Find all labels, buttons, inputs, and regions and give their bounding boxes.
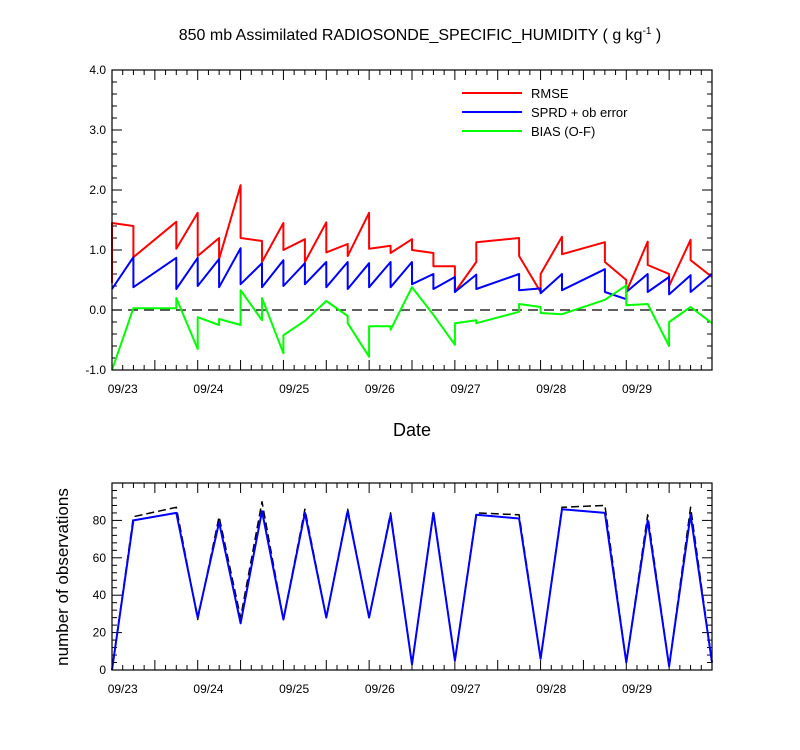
x-tick-label: 09/29 [622,382,652,396]
top-x-tick-labels: 09/23 09/24 09/25 09/26 09/27 09/28 09/29 [108,382,653,396]
series-line-sprd-ob-error [111,247,713,301]
y-tick-label: 20 [93,626,107,640]
top-axis-ticks [111,69,713,371]
x-tick-label: 09/25 [279,682,309,696]
series-line-bias-o-f [111,284,713,371]
legend: RMSE SPRD + ob error BIAS (O-F) [462,86,628,139]
bottom-x-tick-labels: 09/23 09/24 09/25 09/26 09/27 09/28 09/29 [108,682,653,696]
x-tick-label: 09/29 [622,682,652,696]
x-tick-label: 09/27 [451,382,481,396]
series-line-assimilated [111,508,713,671]
y-tick-label: 80 [93,513,107,527]
bottom-series-group [111,500,713,671]
series-line-possible [111,500,713,671]
y-tick-label: 60 [93,551,107,565]
y-tick-label: 40 [93,588,107,602]
top-series-group [111,184,713,371]
bottom-axis-ticks [111,482,713,671]
legend-label: RMSE [531,86,569,101]
y-tick-label: 0 [99,663,106,677]
legend-label: SPRD + ob error [531,105,628,120]
x-axis-label: Date [393,420,431,440]
x-tick-label: 09/23 [108,682,138,696]
y-axis-label-observations: number of observations [53,488,72,666]
x-tick-label: 09/28 [536,382,566,396]
x-tick-label: 09/23 [108,382,138,396]
x-tick-label: 09/24 [193,682,223,696]
y-tick-label: 2.0 [89,183,106,197]
top-y-tick-labels: -1.0 0.0 1.0 2.0 3.0 4.0 [85,63,106,377]
x-tick-label: 09/26 [365,382,395,396]
bottom-y-tick-labels: 0 20 40 60 80 [93,513,107,677]
top-plot-frame [111,69,713,371]
x-tick-label: 09/26 [365,682,395,696]
y-tick-label: 4.0 [89,63,106,77]
y-tick-label: 1.0 [89,243,106,257]
x-tick-label: 09/27 [451,682,481,696]
x-tick-label: 09/25 [279,382,309,396]
x-tick-label: 09/24 [193,382,223,396]
chart-title: 850 mb Assimilated RADIOSONDE_SPECIFIC_H… [179,26,662,44]
legend-label: BIAS (O-F) [531,124,595,139]
y-tick-label: -1.0 [85,363,106,377]
x-tick-label: 09/28 [536,682,566,696]
y-tick-label: 0.0 [89,303,106,317]
y-tick-label: 3.0 [89,123,106,137]
bottom-plot-frame [111,482,713,671]
series-line-rmse [111,184,713,293]
